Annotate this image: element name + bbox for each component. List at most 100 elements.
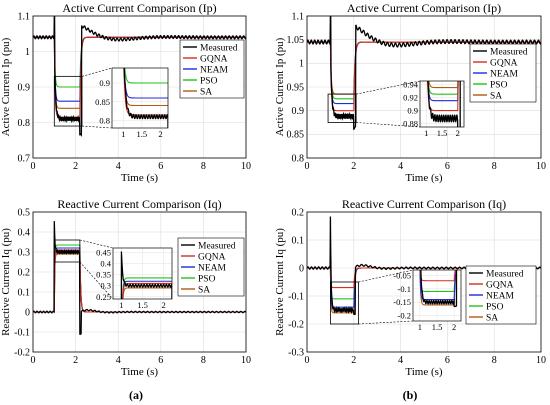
zoom-connector [358, 269, 414, 283]
zoom-connector [358, 320, 414, 325]
y-tick-label: 0.85 [287, 130, 305, 141]
inset-frame [412, 269, 462, 322]
main-series-measured [33, 16, 246, 138]
legend-label-neam: NEAM [198, 263, 227, 273]
legend-label-measured: Measured [198, 241, 236, 251]
inset-b_iq: 1 1.5 2 -0.05 -0.1 -0.15 -0.2 [393, 269, 462, 332]
zoom-connector [81, 67, 113, 77]
inset-y-tick-label: -0.15 [393, 297, 411, 307]
y-tick-label: 0.5 [18, 207, 31, 218]
inset-y-tick-label: 0.3 [100, 281, 111, 291]
main-series-measured [307, 16, 541, 131]
inset-a_ip: 1 1.5 2 0.8 0.85 0.9 [95, 67, 169, 139]
y-tick-label: 0.7 [18, 153, 31, 164]
x-axis-label: Time (s) [405, 366, 443, 378]
inset-x-tick-label: 1.5 [137, 129, 148, 139]
inset-y-tick-label: 0.4 [100, 259, 111, 269]
inset-series-measured [420, 270, 458, 308]
chart-b_ip: 0 2 4 6 8 10 0.8 0.85 0.9 0.95 1 1.05 1.1 Active Curr… [274, 1, 546, 184]
x-tick-label: 0 [31, 355, 36, 366]
x-tick-label: 4 [116, 355, 121, 366]
y-tick-label: -0.3 [288, 347, 304, 358]
y-axis-label: Reactive Current Iq (pu) [274, 228, 286, 336]
legend-label-sa: SA [198, 285, 210, 295]
y-tick-label: 0 [299, 263, 304, 274]
chart-a_iq: 0 2 4 6 8 10 -0.2 -0.1 0 0.1 0.2 0.3 0.4 0.5 Reactive … [0, 197, 251, 378]
y-tick-label: 1.1 [292, 11, 305, 22]
y-tick-label: -0.1 [288, 291, 304, 302]
legend-label-sa: SA [490, 91, 502, 101]
inset-series-sa [419, 270, 457, 306]
plot-frame [306, 15, 542, 159]
x-tick-label: 2 [73, 161, 78, 172]
inset-series-pso [124, 68, 168, 84]
inset-frame [111, 67, 169, 129]
x-tick-label: 0 [31, 161, 36, 172]
legend-label-gqna: GQNA [200, 54, 228, 64]
x-tick-label: 10 [241, 355, 251, 366]
inset-x-tick-label: 1 [121, 129, 125, 139]
legend-label-pso: PSO [198, 274, 216, 284]
inset-y-tick-label: 0.88 [403, 119, 418, 129]
x-axis-label: Time (s) [405, 172, 443, 184]
inset-x-tick-label: 1.5 [432, 322, 443, 332]
inset-x-tick-label: 1.5 [137, 300, 148, 310]
inset-y-tick-label: 0.85 [95, 97, 110, 107]
x-axis-label: Time (s) [121, 172, 159, 184]
x-tick-label: 0 [305, 355, 310, 366]
inset-series-neam [419, 270, 457, 301]
legend-label-sa: SA [200, 87, 212, 97]
inset-y-tick-label: -0.2 [398, 311, 411, 321]
inset-y-tick-label: 0.9 [407, 106, 418, 116]
inset-x-tick-label: 2 [456, 128, 460, 138]
legend-label-gqna: GQNA [490, 58, 518, 68]
main-series-measured [33, 221, 246, 335]
zoom-connector [79, 261, 114, 300]
x-tick-label: 6 [445, 355, 450, 366]
chart-title: Reactive Current Comparison (Iq) [342, 197, 506, 211]
legend-label-neam: NEAM [200, 65, 229, 75]
x-tick-label: 8 [492, 355, 497, 366]
inset-b_ip: 1 1.5 2 0.94 0.92 0.9 0.88 [403, 79, 465, 138]
caption-a: (a) [129, 388, 143, 402]
y-tick-label: 0.2 [18, 267, 31, 278]
plot-frame [32, 15, 247, 159]
inset-y-tick-label: -0.1 [398, 284, 411, 294]
y-tick-label: 0.9 [292, 106, 305, 117]
legend-label-pso: PSO [200, 76, 218, 86]
y-tick-label: 1.1 [18, 11, 31, 22]
legend-label-measured: Measured [486, 269, 524, 279]
x-tick-label: 6 [158, 161, 163, 172]
chart-b_iq: 0 2 4 6 8 10 -0.3 -0.2 -0.1 0 0.1 0.2 Reactive Curre… [274, 197, 546, 378]
y-tick-label: 0.1 [292, 235, 305, 246]
caption-b: (b) [403, 388, 418, 402]
zoom-connector [356, 122, 421, 128]
x-tick-label: 8 [201, 161, 206, 172]
inset-x-tick-label: 1.5 [437, 128, 448, 138]
inset-series-measured [123, 68, 168, 128]
x-tick-label: 2 [351, 161, 356, 172]
x-tick-label: 6 [445, 161, 450, 172]
inset-series-neam [427, 81, 459, 102]
inset-x-tick-label: 1 [418, 322, 422, 332]
x-tick-label: 4 [116, 161, 121, 172]
zoom-connector [79, 239, 114, 249]
y-tick-label: 0.3 [18, 247, 31, 258]
inset-y-tick-label: 0.92 [403, 92, 418, 102]
inset-series-sa [428, 81, 459, 89]
x-tick-label: 4 [398, 355, 403, 366]
legend-label-neam: NEAM [490, 69, 519, 79]
y-axis-label: Active Current Ip (pu) [0, 37, 12, 136]
inset-frame [112, 247, 173, 300]
y-tick-label: 0 [25, 307, 30, 318]
inset-series-neam [123, 68, 168, 99]
y-tick-label: 0.8 [292, 153, 305, 164]
chart-title: Reactive Current Comparison (Iq) [57, 197, 221, 211]
y-tick-label: 1 [299, 59, 304, 70]
y-tick-label: 0.8 [18, 118, 31, 129]
inset-series-measured [427, 81, 461, 127]
